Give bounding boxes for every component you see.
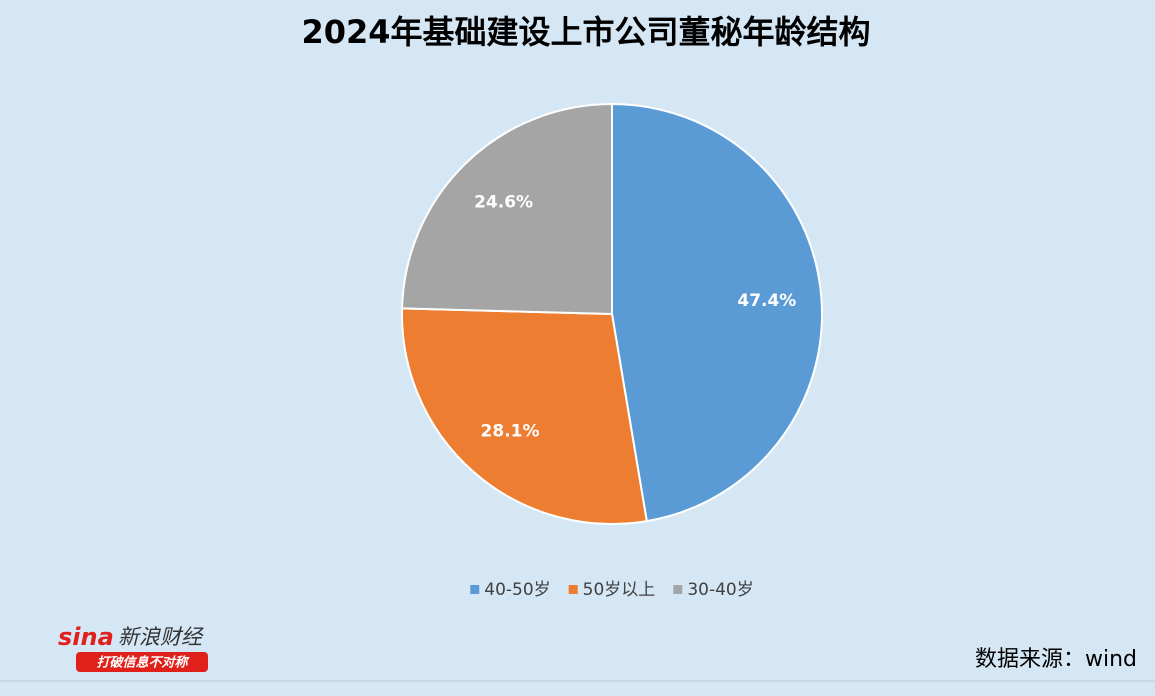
logo-slogan-box xyxy=(76,652,208,672)
pie-slice xyxy=(401,102,613,316)
pie-slice xyxy=(611,102,823,523)
legend-swatch xyxy=(673,585,683,594)
chart-title: 2024年基础建设上市公司董秘年龄结构 xyxy=(301,13,870,51)
legend-label: 40-50岁 xyxy=(484,580,550,600)
data-label: 28.1% xyxy=(481,421,540,441)
logo-slogan: 打破信息不对称 xyxy=(96,655,190,671)
legend-label: 50岁以上 xyxy=(583,580,656,600)
pie-slice xyxy=(401,307,648,525)
legend-label: 30-40岁 xyxy=(687,580,753,600)
logo-name: 新浪财经 xyxy=(118,625,204,649)
data-label: 47.4% xyxy=(737,291,796,311)
legend-swatch xyxy=(568,585,578,594)
legend: 40-50岁 50岁以上 30-40岁 xyxy=(470,580,754,600)
legend-swatch xyxy=(470,585,480,594)
logo-brand: sina xyxy=(58,623,114,651)
data-label: 24.6% xyxy=(474,193,533,213)
source-note: 数据来源：wind xyxy=(975,647,1137,672)
